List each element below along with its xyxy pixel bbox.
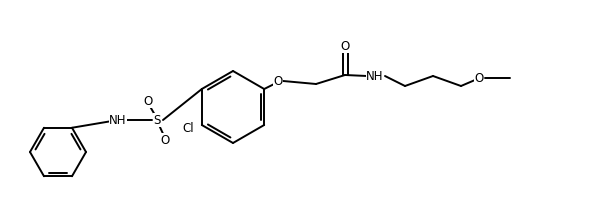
Text: Cl: Cl — [182, 122, 194, 135]
Text: O: O — [340, 40, 350, 52]
Text: O: O — [474, 71, 483, 85]
Text: O: O — [144, 95, 153, 107]
Text: O: O — [160, 134, 170, 147]
Text: NH: NH — [367, 70, 384, 83]
Text: O: O — [274, 74, 283, 88]
Text: NH: NH — [109, 113, 127, 126]
Text: S: S — [153, 113, 161, 126]
